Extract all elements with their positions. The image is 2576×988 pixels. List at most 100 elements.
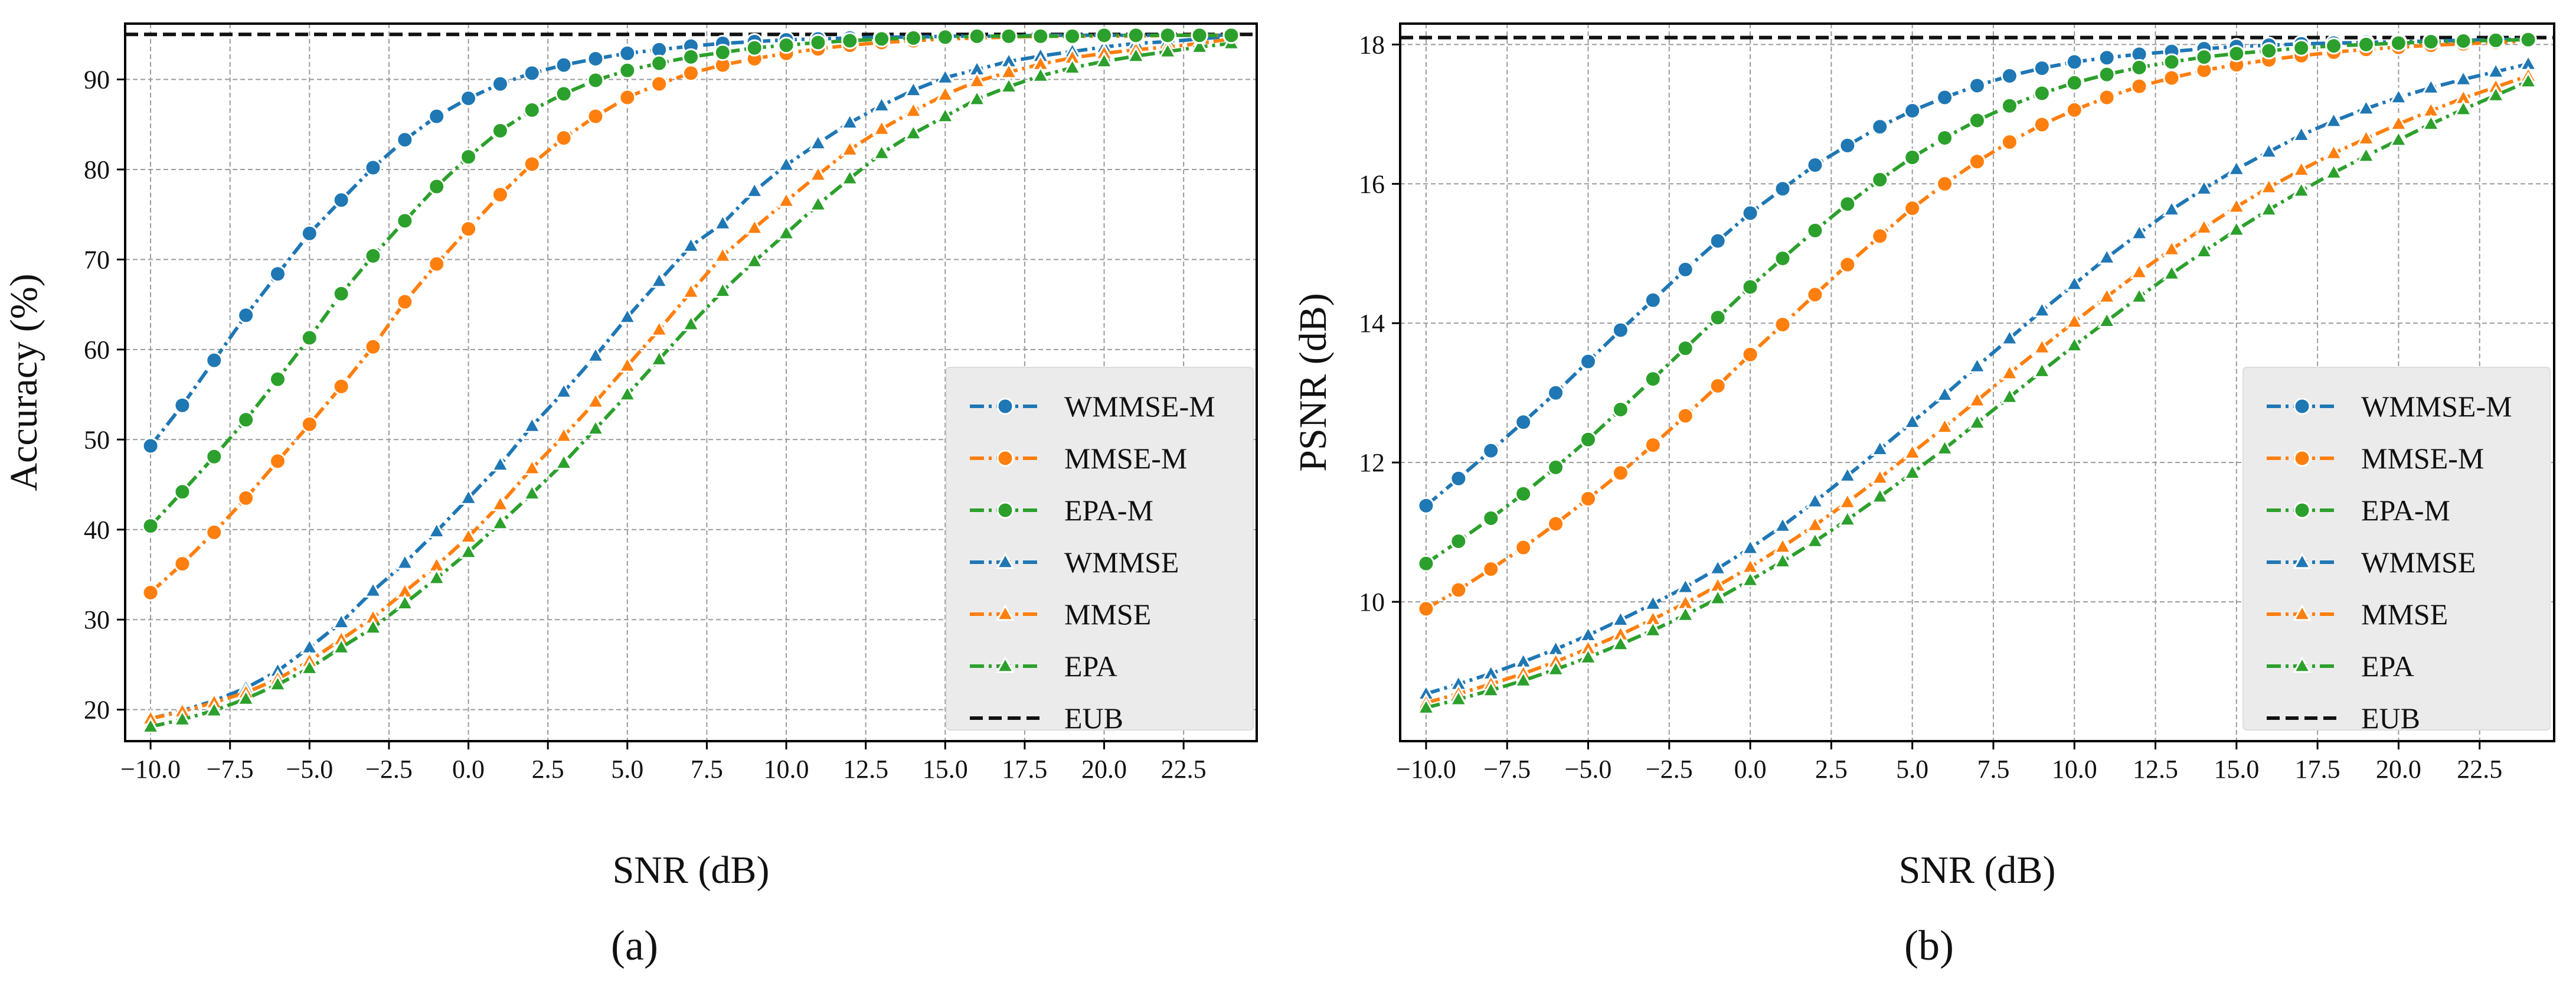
chart-b-point-epa-m <box>1515 485 1532 503</box>
chart-b-point-epa-m <box>2130 58 2148 76</box>
chart-a-point-wmmse-m <box>587 50 604 67</box>
chart-b-point-wmmse <box>2389 87 2408 105</box>
chart-a-point-epa-m <box>968 27 986 45</box>
chart-a-point-epa-m <box>587 71 604 89</box>
chart-b-point-epa-m <box>1611 401 1629 419</box>
chart-a-legend-label-epa-m: EPA-M <box>1064 494 1153 527</box>
chart-a-x-tick-label: 10.0 <box>764 755 809 784</box>
chart-b-point-mmse <box>2130 262 2149 279</box>
chart-b-point-mmse-m <box>1806 286 1824 304</box>
chart-a-legend-marker-wmmse <box>996 552 1015 569</box>
chart-b-point-wmmse-m <box>2000 67 2018 84</box>
chart-a-point-epa-m <box>491 122 509 139</box>
chart-b-point-epa <box>2227 220 2246 237</box>
chart-b-point-epa <box>1513 670 1533 687</box>
chart-a-point-epa-m <box>1191 27 1208 44</box>
chart-b-point-mmse <box>1902 442 1922 459</box>
chart-a-point-epa-m <box>1000 27 1018 45</box>
chart-b-point-epa-m <box>1482 510 1500 527</box>
chart-b-point-mmse <box>2259 177 2278 194</box>
chart-a-point-wmmse <box>777 155 796 172</box>
chart-b-point-epa <box>1611 634 1630 651</box>
chart-a-point-mmse <box>713 246 733 263</box>
chart-b-point-wmmse <box>2356 98 2376 116</box>
chart-a-legend-marker-epa <box>996 656 1015 673</box>
chart-panel-a: −10.0 −7.5 −5.0 −2.5 0.0 2.5 5.0 7.5 10.0 12.5 15.… <box>2 22 1258 892</box>
chart-b-point-mmse-m <box>1580 490 1597 507</box>
chart-a-point-epa-m <box>1159 27 1176 44</box>
chart-b-point-wmmse <box>2097 247 2117 265</box>
chart-b-legend-label-eub: EUB <box>2361 702 2420 735</box>
chart-a-point-epa-m <box>873 30 891 48</box>
chart-a-point-epa <box>904 123 923 141</box>
chart-b-point-epa <box>2032 361 2052 378</box>
chart-a-point-wmmse-m <box>491 75 509 93</box>
chart-a-point-epa-m <box>682 48 699 66</box>
chart-b-y-tick-label: 18 <box>1359 30 1385 59</box>
chart-b-point-wmmse-m <box>1580 353 1597 370</box>
chart-b-point-wmmse-m <box>1936 89 1954 106</box>
chart-b-point-wmmse-m <box>1676 260 1694 278</box>
chart-b-point-epa <box>1578 647 1598 664</box>
chart-a-point-epa <box>586 418 605 436</box>
chart-a-point-wmmse <box>459 488 478 505</box>
chart-a-point-epa <box>300 658 319 675</box>
chart-b-x-tick-label: 5.0 <box>1896 755 1928 784</box>
chart-b-x-tick-label: 10.0 <box>2052 755 2097 784</box>
chart-a-point-wmmse <box>649 270 669 288</box>
chart-b-point-mmse <box>1935 416 1954 434</box>
chart-b-point-epa <box>1838 509 1857 527</box>
chart-a-point-mmse-m <box>205 523 223 541</box>
chart-b-point-wmmse <box>1967 356 1987 373</box>
chart-a-point-epa <box>1126 45 1146 63</box>
chart-b-point-epa-m <box>2389 34 2407 52</box>
chart-a-point-wmmse-m <box>396 131 414 149</box>
chart-b-point-epa <box>2065 335 2084 353</box>
chart-b-point-wmmse-m <box>1482 442 1500 459</box>
chart-a-legend-label-mmse-m: MMSE-M <box>1064 442 1187 475</box>
chart-b-point-mmse <box>1870 468 1889 485</box>
chart-a-x-tick-label: −2.5 <box>365 755 413 784</box>
chart-a-point-mmse <box>586 392 605 409</box>
chart-a-point-wmmse <box>586 345 605 363</box>
chart-b-point-epa <box>2356 146 2376 163</box>
chart-b-point-epa-m <box>1644 370 1662 388</box>
chart-a-point-epa-m <box>364 247 382 265</box>
chart-b-point-wmmse <box>2195 178 2214 195</box>
chart-b-series-line-epa-m <box>1425 38 2529 565</box>
chart-b-point-mmse-m <box>2033 116 2051 133</box>
chart-a-x-tick-label: 20.0 <box>1081 755 1127 784</box>
chart-a-series-line-epa-m <box>149 33 1231 527</box>
chart-b-point-mmse-m <box>1611 464 1629 482</box>
chart-b-legend-marker-wmmse-m <box>2293 397 2311 415</box>
chart-b-x-tick-label: 12.5 <box>2133 755 2178 784</box>
chart-b-point-epa-m <box>1450 532 1467 550</box>
chart-b-point-wmmse <box>1806 491 1825 508</box>
chart-b-point-epa-m <box>2033 84 2051 102</box>
chart-a-point-mmse-m <box>491 186 509 204</box>
chart-b-point-mmse-m <box>1676 407 1694 425</box>
chart-a-point-epa <box>840 168 859 185</box>
chart-b-point-mmse-m <box>1417 600 1435 618</box>
chart-b-point-mmse-m <box>1644 436 1662 454</box>
chart-a-point-epa-m <box>237 411 255 429</box>
chart-b-x-axis-label: SNR (dB) <box>1899 849 2056 892</box>
chart-a-point-epa-m <box>555 85 573 103</box>
chart-b-point-wmmse <box>2000 328 2019 345</box>
chart-a-point-mmse-m <box>332 377 350 395</box>
chart-b-point-epa <box>2421 113 2441 131</box>
chart-b-series-line-epa <box>1426 80 2529 710</box>
chart-a-point-mmse-m <box>619 89 636 106</box>
chart-b-point-wmmse-m <box>1969 77 1986 94</box>
chart-b-point-mmse <box>1838 492 1857 509</box>
chart-a-point-epa-m <box>809 34 827 51</box>
chart-b-point-epa <box>1481 680 1501 697</box>
chart-b-x-tick-label: −5.0 <box>1565 755 1612 784</box>
chart-a-point-wmmse <box>936 67 955 84</box>
chart-a-legend-label-mmse: MMSE <box>1064 598 1151 631</box>
chart-b-point-epa-m <box>2454 32 2472 50</box>
chart-a-point-mmse-m <box>142 583 159 601</box>
chart-b-point-mmse-m <box>2065 101 2083 119</box>
chart-b-point-wmmse-m <box>1450 469 1467 487</box>
chart-a-point-epa-m <box>650 54 668 72</box>
